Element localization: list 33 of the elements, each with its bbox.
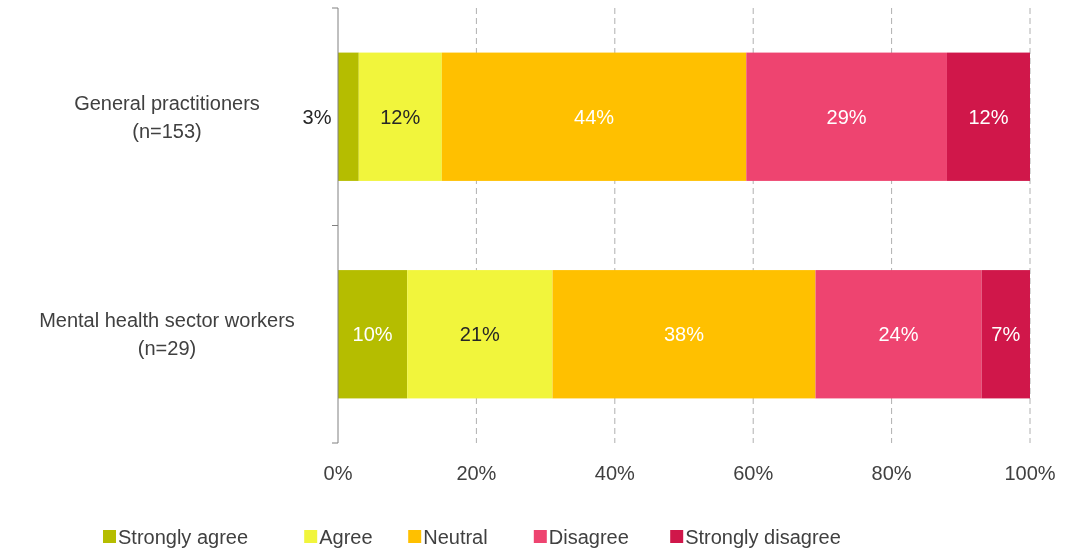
legend-label: Disagree — [548, 526, 629, 548]
x-tick-label: 40% — [594, 462, 636, 484]
bar — [441, 52, 747, 181]
bar — [358, 52, 442, 181]
bar — [746, 52, 947, 181]
data-label: 10% — [352, 323, 393, 346]
bar — [552, 270, 816, 399]
data-label: 44% — [574, 105, 615, 128]
bar — [407, 270, 553, 399]
legend-label: Strongly agree — [118, 526, 249, 548]
data-label: 21% — [459, 323, 501, 346]
data-label: 24% — [878, 323, 919, 346]
x-tick-label: 20% — [456, 462, 497, 484]
legend-label: Agree — [319, 526, 373, 548]
data-label: 3% — [302, 105, 332, 128]
bar — [338, 270, 408, 399]
data-label: 38% — [663, 323, 705, 346]
data-label: 12% — [380, 105, 421, 128]
legend-label: Strongly disagree — [685, 526, 841, 548]
x-tick-label: 100% — [1004, 462, 1056, 484]
bar — [338, 52, 359, 181]
data-label: 29% — [826, 105, 867, 128]
x-tick-label: 0% — [323, 462, 353, 484]
y-tick-label: General practitioners (n=153) — [74, 91, 260, 142]
legend-label: Neutral — [423, 526, 488, 548]
data-label: 12% — [968, 105, 1009, 128]
bar — [815, 270, 982, 399]
data-label: 7% — [991, 323, 1021, 346]
x-tick-label: 60% — [733, 462, 774, 484]
bar — [981, 270, 1030, 399]
y-tick-label: Mental health sector workers (n=29) — [39, 309, 295, 360]
bar — [946, 52, 1030, 181]
x-tick-label: 80% — [871, 462, 912, 484]
